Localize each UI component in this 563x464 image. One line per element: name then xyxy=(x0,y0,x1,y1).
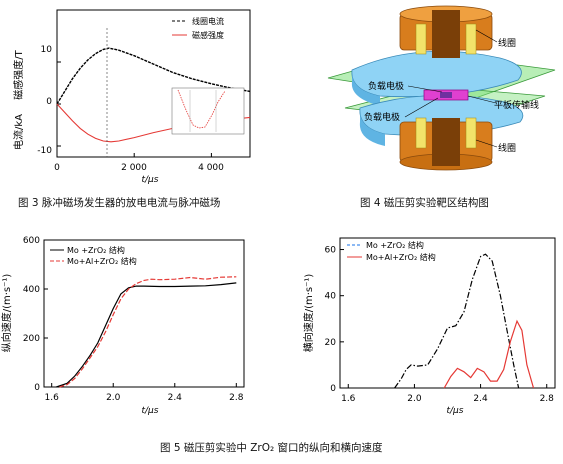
x-tick-label: 1.6 xyxy=(45,393,60,403)
y-tick-label: 20 xyxy=(325,338,337,348)
fig3-ytick-10: 10 xyxy=(41,45,53,55)
fig5-left-axes xyxy=(43,239,245,388)
y-tick-label: 60 xyxy=(325,246,337,256)
fig5-left-xlabel: t/μs xyxy=(142,406,159,416)
fig5-left-ticks: 1.6 2.0 2.4 2.8 0 200 400 600 xyxy=(23,236,244,403)
fig4-label-load-top: 负载电极 xyxy=(368,80,404,92)
fig4-lower-disc-side xyxy=(359,108,385,146)
y-tick-label: 0 xyxy=(34,383,40,393)
fig4-bottom-hole xyxy=(432,118,460,166)
y-tick-label: 0 xyxy=(330,384,336,394)
fig4-label-coil-bottom: 线圈 xyxy=(498,142,516,154)
x-tick-label: 2.4 xyxy=(168,393,183,403)
fig3-xtick-2000: 2 000 xyxy=(121,163,147,173)
fig5-right-legend-2: Mo+Al+ZrO₂ 结构 xyxy=(366,252,436,262)
fig4-leaders xyxy=(404,29,498,148)
fig4-upper-disc xyxy=(351,50,522,98)
y-tick-label: 200 xyxy=(23,334,40,344)
fig3-ytick-0: 0 xyxy=(46,97,52,107)
fig3-current-line xyxy=(56,47,251,105)
fig5-left-series xyxy=(56,276,237,388)
fig4-label-coil-top: 线圈 xyxy=(498,37,516,49)
fig5-left-moal-line xyxy=(59,276,237,388)
fig4-caption: 图 4 磁压剪实验靶区结构图 xyxy=(360,197,489,209)
fig5-right-legend-1: Mo +ZrO₂ 结构 xyxy=(366,240,424,250)
fig4-top-hole xyxy=(432,10,460,58)
fig5-right-series xyxy=(394,253,535,389)
fig3-ylabel-top: 磁感强度/T xyxy=(12,49,25,99)
fig3-xlabel: t/μs xyxy=(142,175,159,185)
fig5-right-moal-line xyxy=(443,319,535,389)
fig5-right-ylabel: 横向速度/(m·s⁻¹) xyxy=(302,274,315,353)
fig4-sample-core xyxy=(440,92,452,98)
fig5-left-legend-1: Mo +ZrO₂ 结构 xyxy=(67,245,125,255)
x-tick-label: 2.0 xyxy=(106,393,121,403)
fig4-diagram: 线圈 负载电极 平板传输线 负载电极 线圈 xyxy=(327,5,556,171)
x-tick-label: 2.0 xyxy=(407,394,422,404)
fig5-right-mo-line xyxy=(394,253,520,389)
y-tick-label: 40 xyxy=(325,292,337,302)
fig5-caption: 图 5 磁压剪实验中 ZrO₂ 窗口的纵向和横向速度 xyxy=(160,442,383,454)
fig4-top-coil-winding-l xyxy=(415,23,427,55)
fig5-left-mo-line xyxy=(56,282,237,388)
x-tick-label: 2.8 xyxy=(229,393,244,403)
y-tick-label: 600 xyxy=(23,236,40,246)
fig4-bottom-coil-winding-l xyxy=(415,117,427,149)
fig3-axes xyxy=(56,9,251,158)
fig5-left-chart: 1.6 2.0 2.4 2.8 0 200 400 600 Mo +ZrO₂ 结构 Mo+Al… xyxy=(0,236,245,416)
fig3-xtick-0: 0 xyxy=(54,163,60,173)
fig5-left-legend-2: Mo+Al+ZrO₂ 结构 xyxy=(67,256,137,266)
fig3-legend-field: 磁感强度 xyxy=(192,30,224,40)
fig4-label-load-bottom: 负载电极 xyxy=(364,111,400,123)
x-tick-label: 1.6 xyxy=(341,394,356,404)
x-tick-label: 2.4 xyxy=(473,394,488,404)
fig4-top-coil-winding-r xyxy=(465,23,477,55)
fig3-legend: 线圈电流 磁感强度 xyxy=(172,16,224,40)
fig4-bottom-coil-winding-r xyxy=(465,117,477,149)
fig3-ytick-m10: -10 xyxy=(37,146,52,156)
fig5-left-ylabel: 纵向速度/(m·s⁻¹) xyxy=(0,274,13,353)
fig3-caption: 图 3 脉冲磁场发生器的放电电流与脉冲磁场 xyxy=(18,197,221,209)
fig4-label-plate-line: 平板传输线 xyxy=(494,99,539,111)
fig3-inset xyxy=(171,87,245,135)
fig3-legend-current: 线圈电流 xyxy=(192,16,224,26)
y-tick-label: 400 xyxy=(23,285,40,295)
fig3-xtick-4000: 4 000 xyxy=(198,163,224,173)
fig5-right-chart: 1.6 2.0 2.4 2.8 0 20 40 60 Mo +ZrO₂ 结构 Mo+Al+Zr… xyxy=(302,237,556,416)
fig5-right-legend: Mo +ZrO₂ 结构 Mo+Al+ZrO₂ 结构 xyxy=(347,240,436,262)
fig3-chart: 线圈电流 磁感强度 磁感强度/T 电流/kA 10 0 -10 0 2 000 … xyxy=(12,9,251,185)
fig5-right-ticks: 1.6 2.0 2.4 2.8 0 20 40 60 xyxy=(325,246,555,404)
fig5-left-legend: Mo +ZrO₂ 结构 Mo+Al+ZrO₂ 结构 xyxy=(50,245,137,266)
x-tick-label: 2.8 xyxy=(540,394,555,404)
fig3-ylabel-bottom: 电流/kA xyxy=(12,114,25,150)
fig5-right-xlabel: t/μs xyxy=(447,406,464,416)
fig5-right-axes xyxy=(339,237,556,389)
fig4-upper-disc-side xyxy=(351,70,380,106)
